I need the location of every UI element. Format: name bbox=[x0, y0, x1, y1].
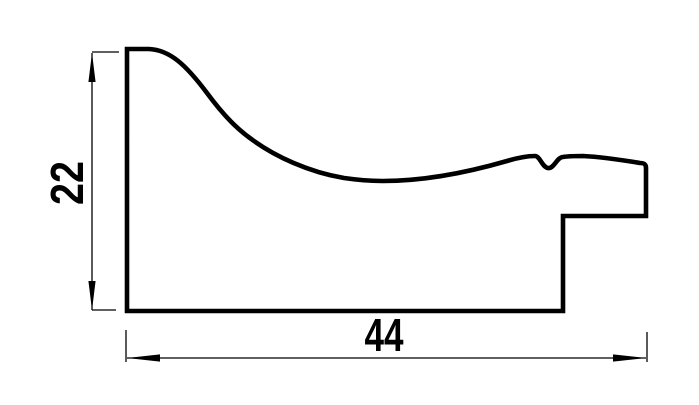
vertical-dimension-label: 22 bbox=[41, 161, 93, 205]
moulding-profile-outline bbox=[124, 46, 649, 314]
right-arrowhead-icon bbox=[613, 354, 646, 362]
up-arrowhead-icon bbox=[88, 53, 96, 82]
left-arrowhead-icon bbox=[127, 354, 160, 362]
horizontal-dimension: 44 bbox=[125, 309, 648, 362]
down-arrowhead-icon bbox=[88, 281, 96, 310]
horizontal-dimension-label: 44 bbox=[365, 309, 404, 361]
vertical-dimension: 22 bbox=[41, 51, 119, 311]
